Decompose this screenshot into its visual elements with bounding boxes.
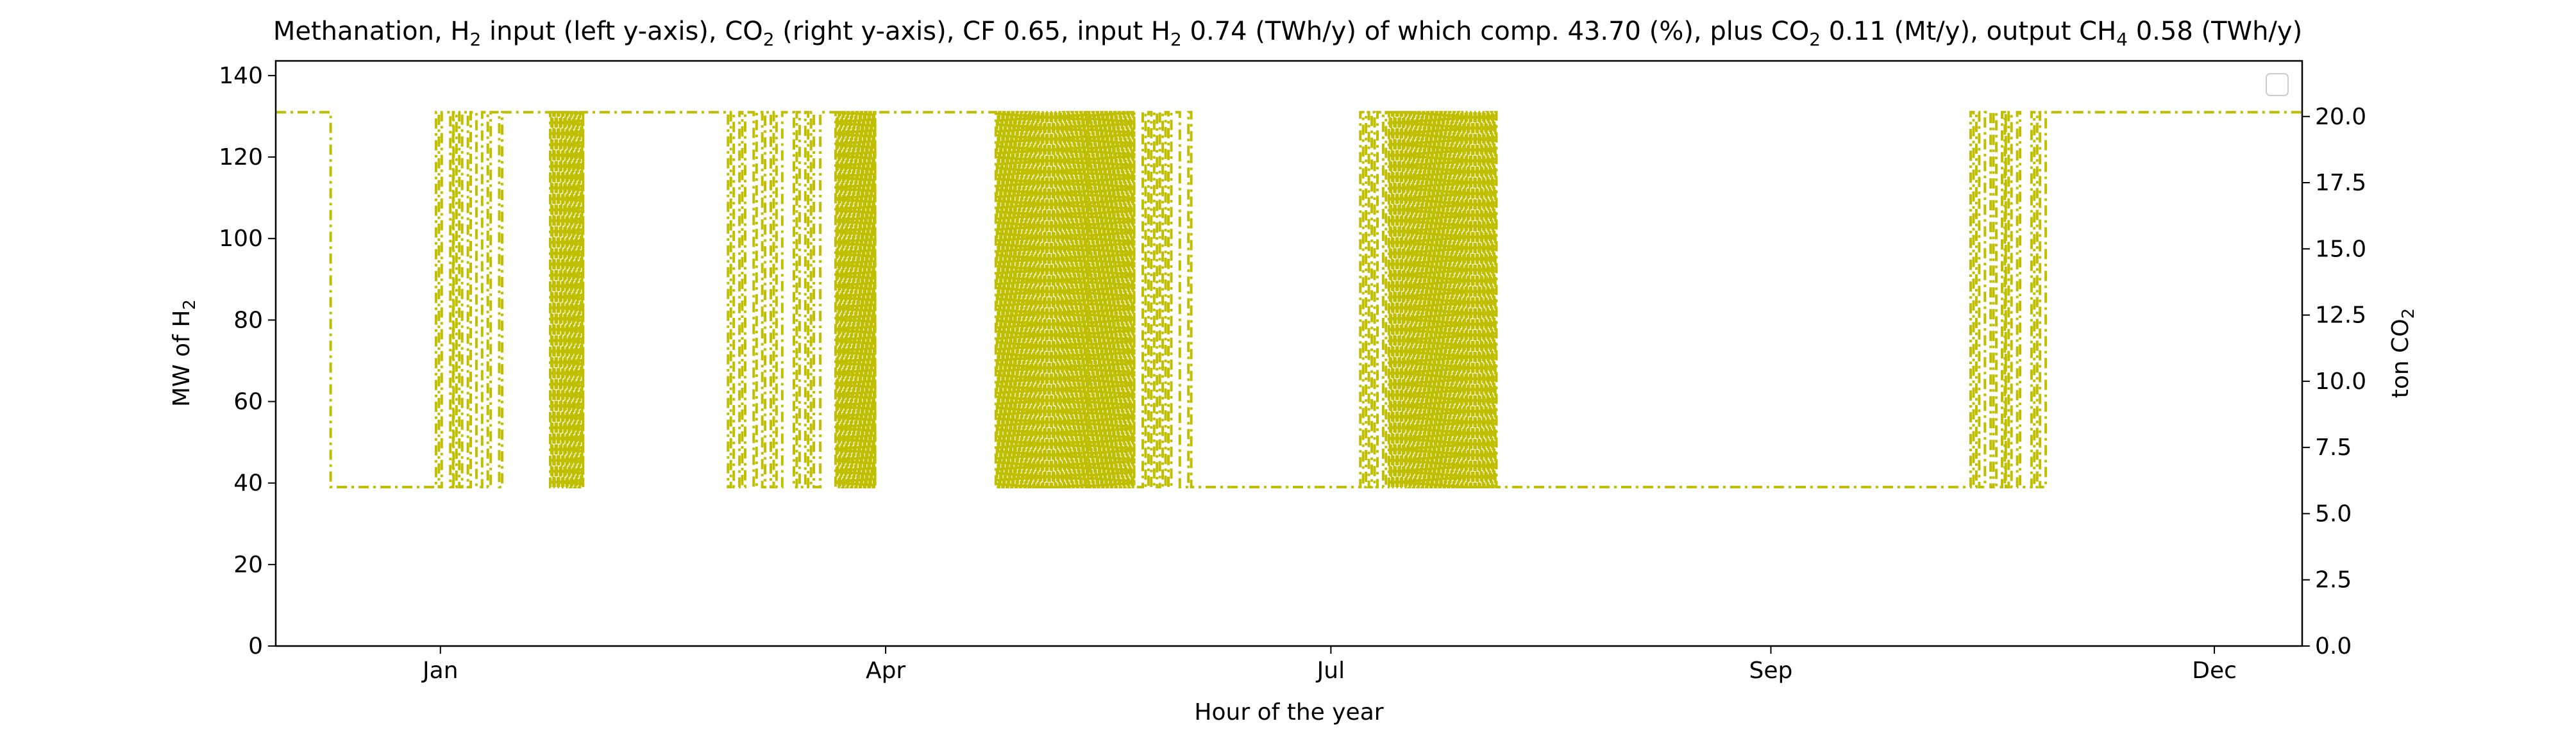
x-tick-label: Apr xyxy=(866,658,905,684)
label-text: MW of H xyxy=(169,310,195,407)
label-text: 0.58 (TWh/y) xyxy=(2128,17,2302,46)
left-y-tick-label: 80 xyxy=(233,307,263,333)
subscript-text: 2 xyxy=(1809,29,1821,50)
right-y-tick-label: 15.0 xyxy=(2315,236,2366,262)
chart-title: Methanation, H2 input (left y-axis), CO2… xyxy=(273,17,2302,50)
x-axis-label: Hour of the year xyxy=(1194,699,1383,725)
left-y-tick-label: 0 xyxy=(248,633,263,659)
right-y-tick-label: 2.5 xyxy=(2315,567,2352,593)
subscript-text: 2 xyxy=(180,299,199,310)
left-y-tick-label: 40 xyxy=(233,470,263,497)
plot-series xyxy=(276,111,2302,488)
right-y-axis-label: ton CO2 xyxy=(2387,308,2418,398)
series-line xyxy=(276,111,2302,488)
subscript-text: 2 xyxy=(470,29,482,50)
label-text: 0.11 (Mt/y), output CH xyxy=(1821,17,2116,46)
label-text: (right y-axis), CF 0.65, input H xyxy=(775,17,1170,46)
left-y-axis-label: MW of H2 xyxy=(169,299,199,407)
subscript-text: 2 xyxy=(2399,308,2418,319)
left-y-tick-label: 140 xyxy=(219,63,263,89)
subscript-text: 4 xyxy=(2116,29,2128,50)
x-tick-label: Sep xyxy=(1749,658,1793,684)
right-y-tick-label: 0.0 xyxy=(2315,633,2352,659)
left-y-tick-label: 120 xyxy=(219,144,263,170)
left-y-tick-label: 60 xyxy=(233,389,263,415)
label-text: ton CO xyxy=(2387,319,2414,398)
label-text: 0.74 (TWh/y) of which comp. 43.70 (%), p… xyxy=(1182,17,1809,46)
legend-box xyxy=(2266,73,2289,96)
left-y-axis: 0 20 40 60 80 100 120 140 xyxy=(219,63,276,659)
right-y-tick-label: 17.5 xyxy=(2315,170,2366,196)
subscript-text: 2 xyxy=(1170,29,1182,50)
right-y-tick-label: 12.5 xyxy=(2315,303,2366,329)
x-tick-label: Jan xyxy=(421,658,459,684)
x-tick-label: Dec xyxy=(2192,658,2237,684)
right-y-tick-label: 20.0 xyxy=(2315,104,2366,130)
subscript-text: 2 xyxy=(763,29,775,50)
right-y-tick-label: 5.0 xyxy=(2315,501,2352,527)
plot-area-frame xyxy=(274,60,2303,647)
right-y-axis: 0.0 2.5 5.0 7.5 10.0 12.5 15.0 17.5 20.0 xyxy=(2302,104,2366,659)
label-text: input (left y-axis), CO xyxy=(481,17,762,46)
legend xyxy=(2266,73,2289,96)
right-y-tick-label: 7.5 xyxy=(2315,435,2352,461)
left-y-tick-label: 20 xyxy=(233,552,263,578)
left-y-tick-label: 100 xyxy=(219,226,263,252)
x-tick-label: Jul xyxy=(1316,658,1345,684)
label-text: Methanation, H xyxy=(273,17,470,46)
x-axis: Jan Apr Jul Sep Dec xyxy=(421,646,2237,684)
right-y-tick-label: 10.0 xyxy=(2315,369,2366,395)
